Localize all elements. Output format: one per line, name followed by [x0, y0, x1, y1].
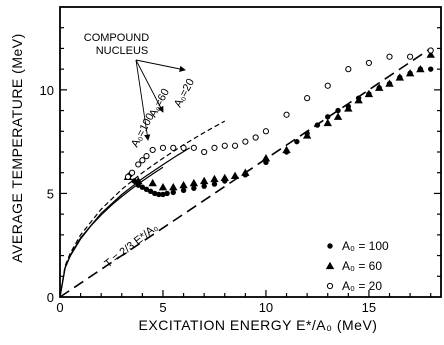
- data-point-series-2: [386, 53, 393, 60]
- data-point-series-1: [282, 145, 291, 154]
- data-point-series-1: [220, 173, 229, 182]
- data-point-series-2: [170, 144, 177, 151]
- data-point-series-2: [427, 47, 434, 54]
- points-layer: [123, 47, 435, 198]
- compound-nucleus-arrows: [135, 59, 186, 141]
- legend-label-1: A₀ = 60: [342, 259, 382, 273]
- data-point-series-0: [335, 107, 341, 114]
- curve-label-a20: A₀=20: [172, 77, 197, 110]
- data-point-series-2: [262, 128, 270, 135]
- data-point-series-0: [191, 185, 197, 191]
- data-point-series-0: [160, 191, 166, 198]
- data-point-series-2: [135, 161, 142, 168]
- data-point-series-0: [152, 190, 158, 197]
- data-point-series-1: [375, 83, 384, 91]
- data-point-series-1: [405, 69, 415, 77]
- legend-label-2: A₀ = 20: [342, 279, 382, 293]
- data-point-series-2: [345, 66, 352, 73]
- data-point-series-1: [230, 171, 240, 179]
- data-point-series-0: [143, 186, 150, 192]
- data-point-series-2: [139, 157, 146, 164]
- data-point-series-2: [252, 134, 259, 141]
- legend-marker-0: [327, 243, 333, 249]
- legend-marker-1: [325, 261, 335, 270]
- annotation-arrow: [135, 59, 151, 141]
- data-point-series-2: [304, 95, 311, 102]
- x-tick-label: 10: [259, 300, 273, 315]
- data-point-series-2: [159, 144, 167, 151]
- data-point-series-1: [426, 50, 435, 58]
- data-point-series-0: [325, 114, 331, 120]
- data-point-series-1: [189, 178, 199, 187]
- data-point-series-2: [221, 142, 228, 149]
- data-point-series-1: [385, 79, 394, 87]
- y-tick-label: 10: [40, 83, 54, 98]
- data-point-series-0: [314, 122, 321, 128]
- curve-2: [59, 120, 226, 298]
- data-point-series-2: [324, 82, 331, 89]
- legend: A₀ = 100 A₀ = 60 A₀ = 20: [325, 239, 389, 293]
- x-tick-label: 5: [159, 300, 166, 315]
- data-point-series-0: [170, 189, 176, 196]
- annotation-arrow: [135, 59, 186, 73]
- data-point-series-1: [261, 154, 271, 162]
- data-point-series-1: [169, 183, 178, 191]
- data-point-series-2: [211, 144, 218, 151]
- data-point-series-1: [241, 168, 250, 176]
- ticks-layer: 0 5 10 15 0 5 10: [40, 27, 441, 315]
- curve-1: [59, 147, 191, 298]
- data-point-series-2: [143, 153, 150, 160]
- data-point-series-0: [147, 188, 154, 195]
- data-point-series-1: [179, 180, 188, 189]
- annotation-arrow: [135, 59, 164, 113]
- annotation-nucleus-line: NUCLEUS: [96, 45, 149, 57]
- data-point-series-1: [354, 96, 363, 104]
- data-point-series-2: [128, 169, 136, 176]
- data-point-series-1: [333, 112, 343, 120]
- data-point-series-2: [149, 146, 156, 154]
- data-point-series-0: [180, 187, 187, 194]
- data-point-series-0: [201, 183, 207, 189]
- data-point-series-1: [302, 131, 312, 139]
- data-point-series-0: [164, 190, 170, 197]
- y-axis-label: AVERAGE TEMPERATURE (MeV): [9, 33, 25, 263]
- data-point-series-2: [242, 138, 249, 145]
- data-point-series-0: [139, 184, 146, 190]
- data-point-series-1: [210, 174, 219, 183]
- data-point-series-2: [283, 111, 290, 118]
- y-tick-label: 0: [47, 290, 54, 305]
- data-point-series-1: [344, 104, 353, 112]
- data-point-series-1: [199, 176, 209, 185]
- data-point-series-2: [180, 144, 187, 151]
- x-tick-label: 0: [56, 300, 63, 315]
- reference-line-label: T = 2/3 E*/A₀: [102, 222, 160, 271]
- data-point-series-1: [148, 178, 157, 187]
- legend-marker-2: [326, 282, 334, 290]
- data-point-series-2: [407, 53, 414, 60]
- data-point-series-1: [134, 176, 143, 185]
- data-point-series-0: [294, 138, 300, 145]
- y-tick-label: 5: [47, 186, 54, 201]
- data-point-series-2: [190, 144, 197, 151]
- data-point-series-1: [323, 118, 332, 127]
- data-point-series-1: [416, 64, 425, 73]
- legend-label-0: A₀ = 100: [342, 239, 389, 253]
- data-point-series-0: [211, 181, 218, 187]
- data-point-series-1: [395, 73, 405, 81]
- annotation-compound-line: COMPOUND: [84, 32, 149, 44]
- data-point-series-0: [156, 191, 162, 198]
- data-point-series-0: [428, 66, 434, 72]
- data-point-series-2: [231, 142, 239, 149]
- annotation-compound-nucleus: COMPOUND NUCLEUS: [84, 32, 152, 57]
- data-point-series-2: [201, 148, 208, 156]
- data-point-series-1: [364, 89, 374, 98]
- data-point-series-2: [365, 59, 373, 67]
- x-axis-label: EXCITATION ENERGY E*/A₀ (MeV): [139, 317, 378, 333]
- data-point-series-1: [158, 183, 168, 191]
- data-point-series-2: [124, 173, 132, 180]
- x-tick-label: 15: [362, 300, 376, 315]
- curve-label-a60: A₀=60: [147, 87, 172, 120]
